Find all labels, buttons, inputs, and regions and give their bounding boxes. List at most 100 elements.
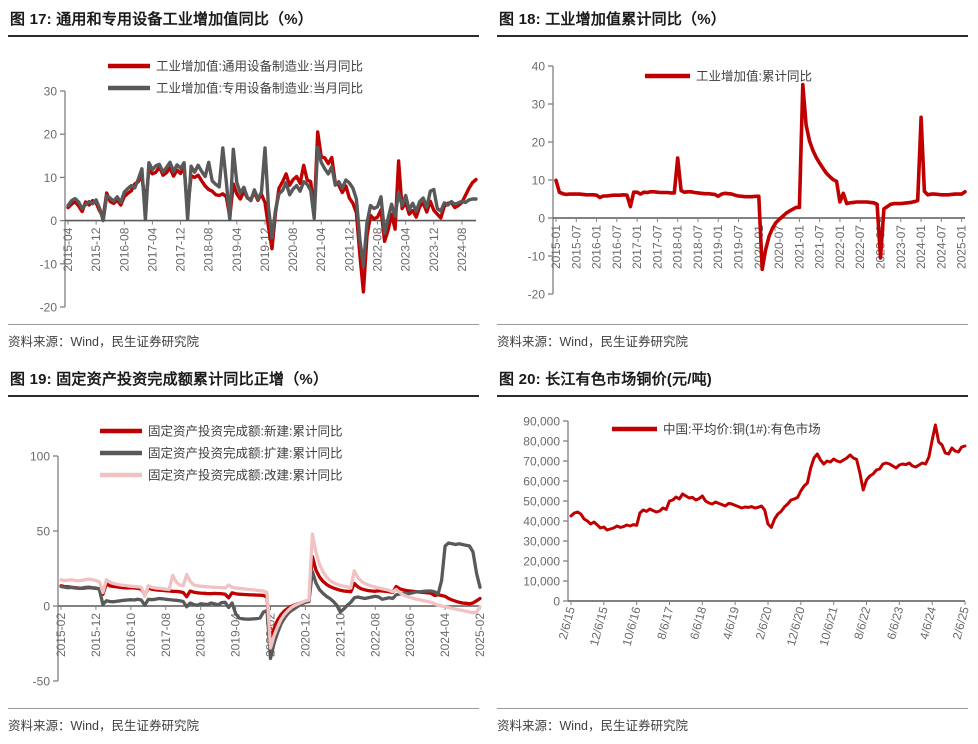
x-tick-label: 6/6/23	[884, 605, 906, 641]
figure-17-chart-area: 30 20 10 0 -10 -20 2015-04 2015-12 2016-08 2017-0…	[8, 42, 479, 317]
y-tick-label: 20	[44, 128, 58, 142]
x-tick-label: 2022-01	[833, 225, 847, 269]
x-tick-label: 2015-02	[54, 613, 68, 657]
figure-17-title: 图 17: 通用和专用设备工业增加值同比（%）	[8, 6, 479, 37]
figure-20-title: 图 20: 长江有色市场铜价(元/吨)	[497, 366, 968, 397]
y-tick-label: 30	[532, 98, 546, 112]
x-tick-label: 2015-07	[569, 225, 583, 269]
x-axis: 2015-04 2015-12 2016-08 2017-04 2017-12 2018-…	[61, 219, 476, 272]
legend-label-0: 工业增加值:累计同比	[696, 69, 812, 84]
y-tick-label: 60,000	[523, 475, 560, 489]
y-tick-label: 10	[532, 174, 546, 188]
x-tick-label: 2023-12	[427, 227, 441, 271]
source-note: 资料来源：Wind，民生证券研究院	[497, 335, 688, 349]
legend: 固定资产投资完成额:新建:累计同比固定资产投资完成额:扩建:累计同比固定资产投资…	[100, 424, 342, 483]
x-tick-label: 2025-02	[473, 613, 486, 657]
figure-19-title: 图 19: 固定资产投资完成额累计同比正增（%）	[8, 366, 479, 397]
x-tick-label: 2015-12	[89, 613, 103, 657]
legend-label-1: 工业增加值:专用设备制造业:当月同比	[156, 81, 363, 96]
x-tick-label: 2025-01	[955, 225, 969, 269]
figure-17-panel: 图 17: 通用和专用设备工业增加值同比（%） 30 20 10 0 -10 -20 201…	[0, 0, 489, 360]
y-axis: 90,000 80,000 70,000 60,000 50,000 40,000 30,0…	[523, 415, 569, 609]
x-tick-label: 2/6/15	[556, 605, 578, 641]
x-tick-label: 2015-12	[89, 227, 103, 271]
x-tick-label: 2017-01	[630, 225, 644, 269]
x-tick-label: 4/6/19	[720, 605, 742, 641]
figure-19-chart-area: 100 50 0 -50 2015-02 2015-12 2016-10 2017-08 201…	[8, 402, 487, 707]
x-tick-label: 2017-07	[650, 225, 664, 269]
x-tick-label: 2015-01	[549, 225, 563, 269]
legend-label-0: 固定资产投资完成额:新建:累计同比	[148, 424, 342, 439]
source-note: 资料来源：Wind，民生证券研究院	[497, 719, 688, 733]
source-note: 资料来源：Wind，民生证券研究院	[8, 719, 199, 733]
x-tick-label: 2/6/20	[753, 605, 775, 641]
y-tick-label: 100	[30, 450, 50, 464]
y-tick-label: 40,000	[523, 515, 560, 529]
x-axis: 2015-01 2015-07 2016-01 2016-07 2017-01 2017-…	[549, 217, 969, 269]
x-tick-label: 2020-08	[286, 227, 300, 271]
x-tick-label: 6/6/18	[687, 605, 709, 641]
x-tick-label: 8/6/22	[851, 605, 873, 641]
x-axis: 2015-02 2015-12 2016-10 2017-08 2018-06 2019-…	[54, 605, 487, 657]
y-tick-label: 10,000	[523, 575, 560, 589]
x-tick-label: 2016-10	[124, 613, 138, 657]
figure-18-chart: 40 30 20 10 0 -10 -20 2015-01 2015-07 2016-01 2016…	[528, 60, 969, 302]
y-tick-label: 90,000	[523, 415, 560, 429]
legend-label-0: 工业增加值:通用设备制造业:当月同比	[156, 59, 363, 74]
figure-20-source: 资料来源：Wind，民生证券研究院	[497, 708, 968, 734]
x-tick-label: 2023-06	[403, 613, 417, 657]
x-tick-label: 2016-01	[590, 225, 604, 269]
y-tick-label: -10	[40, 257, 58, 271]
figure-18-chart-area: 40 30 20 10 0 -10 -20 2015-01 2015-07 2016-01 2016…	[497, 42, 969, 317]
x-tick-label: 2019-04	[229, 613, 243, 657]
y-tick-label: 30,000	[523, 535, 560, 549]
x-tick-label: 12/6/15	[587, 605, 611, 648]
x-axis: 2/6/15 12/6/15 10/6/16 8/6/17 6/6/18 4/6/19 2/…	[556, 600, 972, 648]
figure-17-source: 资料来源：Wind，民生证券研究院	[8, 324, 479, 350]
x-tick-label: 2018-01	[671, 225, 685, 269]
y-tick-label: 0	[43, 600, 50, 614]
source-note: 资料来源：Wind，民生证券研究院	[8, 335, 199, 349]
y-tick-label: 50	[37, 525, 51, 539]
y-tick-label: 20,000	[523, 555, 560, 569]
figure-20-chart-area: 90,000 80,000 70,000 60,000 50,000 40,000 30,0…	[497, 402, 972, 707]
y-tick-label: -50	[33, 675, 51, 689]
y-axis: 40 30 20 10 0 -10 -20	[528, 60, 554, 302]
y-tick-label: 10	[44, 171, 58, 185]
x-tick-label: 2021-04	[314, 227, 328, 271]
x-tick-label: 2023-07	[894, 225, 908, 269]
x-tick-label: 2019-07	[732, 225, 746, 269]
y-tick-label: 70,000	[523, 455, 560, 469]
x-tick-label: 2019-12	[258, 227, 272, 271]
y-tick-label: 50,000	[523, 495, 560, 509]
series-line-0	[554, 82, 967, 272]
x-tick-label: 2022-08	[368, 613, 382, 657]
x-tick-label: 4/6/24	[917, 605, 939, 641]
x-tick-label: 2024-08	[455, 227, 469, 271]
legend: 工业增加值:累计同比	[645, 69, 812, 84]
x-tick-label: 12/6/20	[784, 605, 808, 648]
y-tick-label: 0	[553, 595, 560, 609]
series-line-1	[66, 145, 478, 268]
series-line-0	[569, 423, 967, 532]
legend-label-1: 固定资产投资完成额:扩建:累计同比	[148, 446, 342, 461]
x-tick-label: 2024-04	[438, 613, 452, 657]
x-tick-label: 2018-06	[194, 613, 208, 657]
x-tick-label: 2018-08	[202, 227, 216, 271]
y-tick-label: -20	[528, 288, 546, 302]
x-tick-label: 2022-07	[853, 225, 867, 269]
y-axis: 100 50 0 -50	[30, 450, 59, 689]
y-tick-label: -10	[528, 250, 546, 264]
y-tick-label: -20	[40, 301, 58, 313]
y-tick-label: 40	[532, 60, 546, 74]
x-tick-label: 2017-04	[145, 227, 159, 271]
x-tick-label: 10/6/21	[817, 605, 841, 648]
x-tick-label: 2023-04	[399, 227, 413, 271]
figure-18-title: 图 18: 工业增加值累计同比（%）	[497, 6, 968, 37]
figure-19-source: 资料来源：Wind，民生证券研究院	[8, 708, 479, 734]
x-tick-label: 2021-01	[792, 225, 806, 269]
x-tick-label: 2019-01	[711, 225, 725, 269]
